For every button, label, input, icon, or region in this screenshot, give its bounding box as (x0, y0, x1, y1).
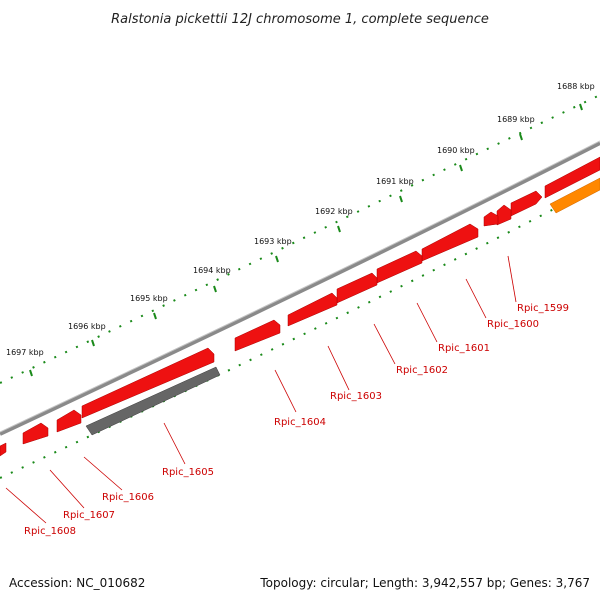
connector-line (416, 302, 438, 343)
gene-block[interactable] (544, 156, 600, 199)
connector-line (49, 469, 85, 509)
major-tick (91, 339, 95, 347)
scale-label: 1693 kbp (254, 237, 292, 246)
gene-block[interactable] (336, 272, 378, 304)
scale-label: 1695 kbp (130, 294, 168, 303)
gene-block[interactable] (510, 190, 543, 217)
map-title: Ralstonia pickettii 12J chromosome 1, co… (111, 12, 489, 27)
reverse-genes (85, 177, 600, 436)
major-tick (399, 195, 403, 203)
gene-label[interactable]: Rpic_1607 (63, 510, 115, 521)
major-tick (213, 285, 217, 293)
gene-label[interactable]: Rpic_1606 (102, 492, 154, 503)
gene-block[interactable] (81, 347, 215, 419)
scale-label: 1690 kbp (437, 146, 475, 155)
connector-line (507, 255, 517, 303)
gene-label[interactable]: Rpic_1604 (274, 417, 326, 428)
scale-label: 1692 kbp (315, 207, 353, 216)
scale-label: 1694 kbp (193, 266, 231, 275)
major-tick (337, 225, 341, 233)
rna-gene-block[interactable] (549, 177, 600, 214)
forward-genes (0, 156, 600, 457)
scale-label: 1696 kbp (68, 322, 106, 331)
gene-label[interactable]: Rpic_1605 (162, 467, 214, 478)
scale-label: 1689 kbp (497, 115, 535, 124)
gene-block[interactable] (483, 211, 499, 227)
gene-block[interactable] (496, 204, 512, 226)
connector-line (83, 456, 123, 491)
gene-label[interactable]: Rpic_1602 (396, 365, 448, 376)
gene-label[interactable]: Rpic_1601 (438, 343, 490, 354)
connector-line (163, 422, 186, 465)
gene-block[interactable] (287, 292, 338, 327)
gene-labels: Rpic_1599 Rpic_1600 Rpic_1601 Rpic_1602 … (24, 303, 569, 537)
scale-labels: 1688 kbp 1689 kbp 1690 kbp 1691 kbp 1692… (6, 82, 595, 357)
outer-tick-track (0, 94, 600, 384)
pseudo-gene-block[interactable] (85, 366, 221, 436)
gene-block[interactable] (22, 422, 49, 445)
accession-text: Accession: NC_010682 (9, 576, 145, 590)
major-tick (459, 164, 463, 172)
label-connectors (5, 255, 517, 524)
backbone-highlight (0, 140, 600, 433)
major-tick (153, 312, 157, 320)
connector-line (465, 278, 487, 319)
connector-line (5, 487, 47, 524)
scale-label: 1688 kbp (557, 82, 595, 91)
connector-line (327, 345, 350, 391)
gene-block[interactable] (0, 442, 7, 457)
scale-label: 1697 kbp (6, 348, 44, 357)
gene-block[interactable] (234, 319, 281, 352)
backbone-line (0, 141, 600, 436)
inner-tick-track (0, 184, 600, 479)
major-tick (519, 133, 523, 141)
major-tick (579, 103, 583, 111)
gene-block[interactable] (56, 409, 82, 433)
gene-label[interactable]: Rpic_1599 (517, 303, 569, 314)
connector-line (373, 323, 396, 365)
connector-line (274, 369, 297, 413)
major-tick (29, 369, 33, 377)
gene-label[interactable]: Rpic_1600 (487, 319, 539, 330)
topology-text: Topology: circular; Length: 3,942,557 bp… (259, 576, 590, 590)
scale-ticks (29, 103, 583, 377)
scale-label: 1691 kbp (376, 177, 414, 186)
gene-label[interactable]: Rpic_1608 (24, 526, 76, 537)
gene-label[interactable]: Rpic_1603 (330, 391, 382, 402)
gene-block[interactable] (376, 250, 423, 284)
major-tick (275, 255, 279, 263)
